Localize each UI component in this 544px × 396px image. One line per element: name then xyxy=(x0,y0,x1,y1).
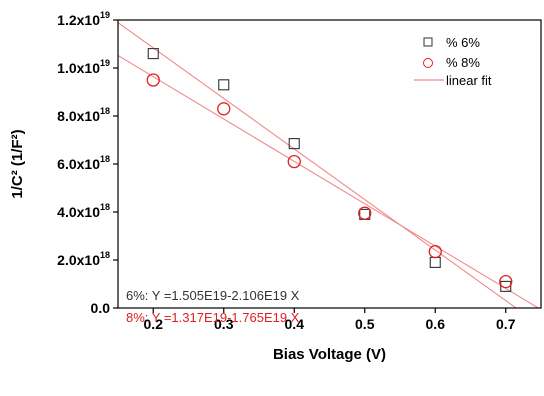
x-tick-label: 0.2 xyxy=(144,316,164,332)
fit-equation-6pct: 6%: Y =1.505E19-2.106E19 X xyxy=(126,288,300,303)
fit-line-8pct xyxy=(118,54,540,308)
data-point-6pct xyxy=(429,256,441,268)
y-tick-label: 0.0 xyxy=(91,300,111,316)
y-tick-label: 1.2x1019 xyxy=(57,10,110,28)
x-tick-label: 0.6 xyxy=(426,316,446,332)
data-points xyxy=(146,48,513,292)
legend-label-fit: linear fit xyxy=(446,73,492,88)
data-point-8pct xyxy=(499,274,513,289)
x-tick-label: 0.4 xyxy=(285,316,305,332)
fit-equation-8pct: 8%: Y =1.317E19-1.765E19 X xyxy=(126,310,300,325)
x-tick-label: 0.3 xyxy=(214,316,234,332)
y-axis-title: 1/C² (1/F²) xyxy=(9,129,26,198)
y-tick-label: 2.0x1018 xyxy=(57,250,110,268)
x-axis-title: Bias Voltage (V) xyxy=(273,346,386,363)
legend-label-6pct: % 6% xyxy=(446,35,480,50)
y-tick-label: 1.0x1019 xyxy=(57,58,110,76)
data-point-6pct xyxy=(288,138,300,150)
fit-lines xyxy=(118,22,540,308)
y-tick-label: 6.0x1018 xyxy=(57,154,110,172)
legend: % 6% % 8% linear fit xyxy=(414,35,492,88)
data-point-8pct xyxy=(287,154,301,169)
legend-marker-8pct xyxy=(423,58,433,68)
fit-line-6pct xyxy=(118,22,518,308)
x-tick-label: 0.5 xyxy=(355,316,375,332)
legend-marker-6pct xyxy=(423,37,433,47)
data-point-6pct xyxy=(500,280,512,292)
data-point-8pct xyxy=(146,73,160,87)
y-axis: 0.0 2.0x1018 4.0x1018 6.0x1018 8.0x1018 1.0x1… xyxy=(57,10,118,316)
data-point-8pct xyxy=(428,244,442,259)
data-point-8pct xyxy=(358,206,372,220)
x-tick-label: 0.7 xyxy=(496,316,516,332)
data-point-6pct xyxy=(147,48,159,60)
legend-label-8pct: % 8% xyxy=(446,55,480,70)
y-tick-label: 4.0x1018 xyxy=(57,202,110,220)
y-tick-label: 8.0x1018 xyxy=(57,106,110,124)
data-point-6pct xyxy=(218,79,230,91)
x-axis: 0.2 0.3 0.4 0.5 0.6 0.7 xyxy=(144,308,516,332)
data-point-8pct xyxy=(217,102,231,116)
